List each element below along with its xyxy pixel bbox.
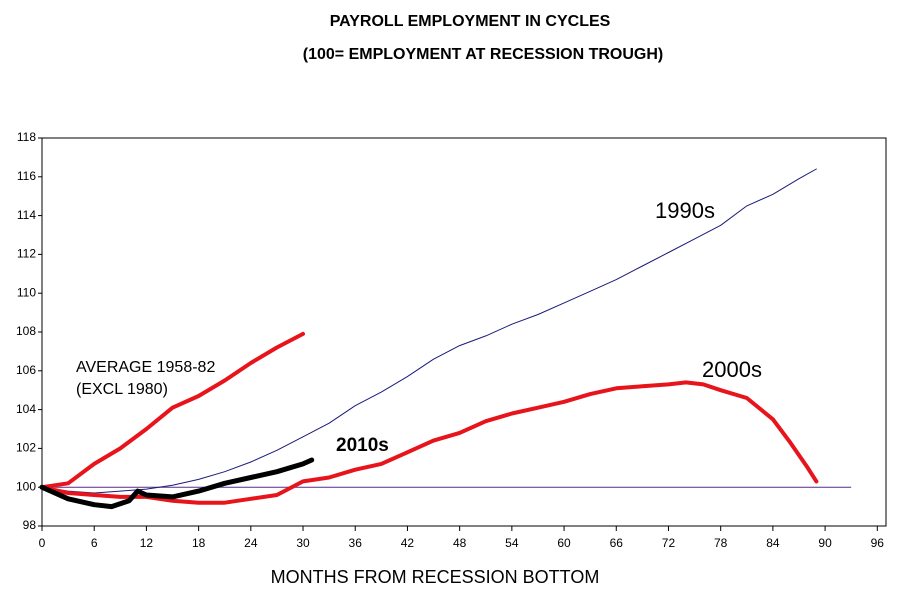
x-tick-label: 18 <box>192 536 206 550</box>
series-line <box>39 457 315 510</box>
x-tick-label: 96 <box>871 536 885 550</box>
series-line <box>40 331 305 490</box>
plot-frame <box>41 137 887 527</box>
series-label: 2010s <box>336 435 389 456</box>
y-tick-label: 112 <box>17 247 36 261</box>
x-tick-label: 54 <box>505 536 519 550</box>
x-tick-label: 36 <box>349 536 363 550</box>
y-tick-label: 118 <box>17 130 36 144</box>
x-tick-label: 84 <box>766 536 780 550</box>
x-tick-label: 60 <box>557 536 571 550</box>
y-tick-label: 106 <box>16 363 36 377</box>
x-tick-label: 90 <box>818 536 832 550</box>
x-tick-label: 72 <box>662 536 676 550</box>
x-tick-label: 78 <box>714 536 728 550</box>
series-label: 1990s <box>655 198 715 223</box>
y-tick-label: 108 <box>16 324 36 338</box>
x-tick-label: 12 <box>140 536 154 550</box>
x-tick-label: 24 <box>244 536 258 550</box>
y-tick-label: 114 <box>17 208 36 222</box>
chart-title: PAYROLL EMPLOYMENT IN CYCLES <box>330 13 611 30</box>
chart-subtitle: (100= EMPLOYMENT AT RECESSION TROUGH) <box>303 46 663 63</box>
series-label: AVERAGE 1958-82 <box>76 359 215 376</box>
y-tick-label: 116 <box>17 169 36 183</box>
x-axis-label: MONTHS FROM RECESSION BOTTOM <box>271 567 600 587</box>
y-tick-label: 102 <box>16 441 36 455</box>
x-tick-label: 30 <box>296 536 310 550</box>
series-line <box>40 380 819 505</box>
series-label: (EXCL 1980) <box>76 381 168 398</box>
x-tick-label: 48 <box>453 536 467 550</box>
x-tick-label: 66 <box>610 536 624 550</box>
x-tick-label: 0 <box>39 536 46 550</box>
x-tick-label: 6 <box>91 536 98 550</box>
y-tick-label: 110 <box>17 285 36 299</box>
series-label: 2000s <box>702 357 762 382</box>
y-tick-label: 100 <box>16 479 36 493</box>
series-line <box>41 168 817 494</box>
y-tick-label: 98 <box>23 518 37 532</box>
y-tick-label: 104 <box>16 402 36 416</box>
x-tick-label: 42 <box>401 536 415 550</box>
